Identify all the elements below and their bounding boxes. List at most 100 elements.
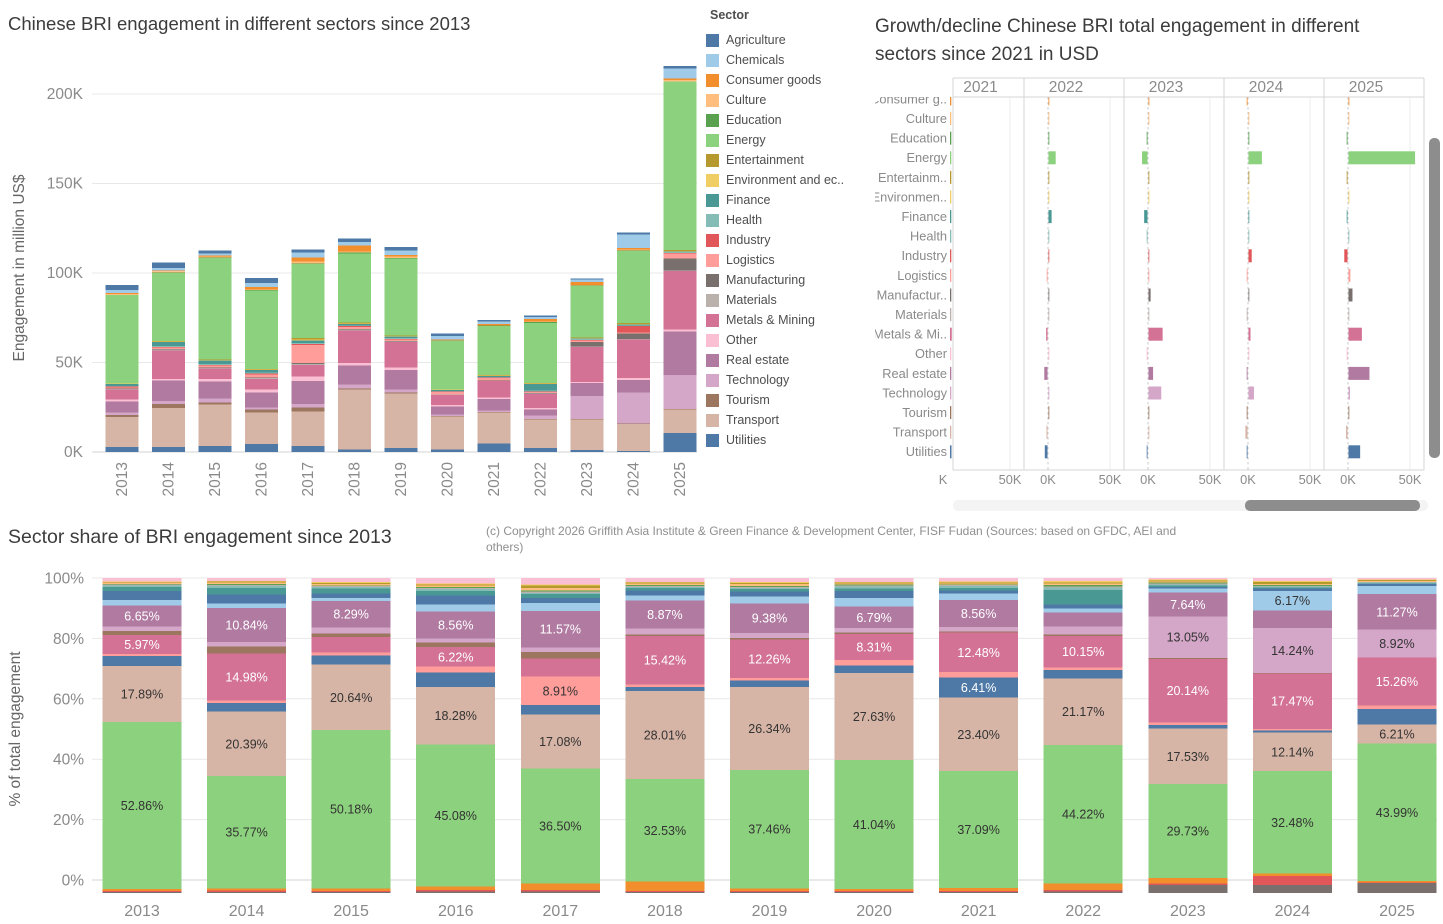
share-bar-segment[interactable]: [416, 642, 496, 648]
bar-segment[interactable]: [291, 249, 325, 253]
share-bar-segment[interactable]: [207, 703, 287, 712]
share-bar-segment[interactable]: [416, 578, 496, 584]
share-bar-segment[interactable]: [416, 611, 496, 639]
share-bar-segment[interactable]: [102, 581, 182, 583]
bar-segment[interactable]: [431, 340, 464, 390]
share-bar-segment[interactable]: [207, 583, 287, 585]
share-bar-segment[interactable]: [939, 578, 1019, 582]
bar-segment[interactable]: [570, 337, 604, 338]
bar-segment[interactable]: [338, 238, 371, 243]
bar-segment[interactable]: [477, 376, 511, 378]
share-bar-segment[interactable]: [834, 585, 914, 587]
growth-bar[interactable]: [1048, 131, 1050, 145]
bar-segment[interactable]: [570, 285, 604, 338]
bar-segment[interactable]: [524, 391, 557, 393]
share-bar-segment[interactable]: [1043, 612, 1123, 627]
growth-bar[interactable]: [1346, 425, 1348, 439]
share-bar-segment[interactable]: [520, 891, 600, 893]
legend-item[interactable]: Manufacturing: [706, 270, 874, 290]
bar-segment[interactable]: [338, 323, 371, 325]
growth-bar[interactable]: [1246, 268, 1248, 282]
share-bar-segment[interactable]: [730, 680, 809, 687]
bar-segment[interactable]: [152, 349, 185, 351]
bar-segment[interactable]: [570, 339, 604, 340]
bar-segment[interactable]: [245, 412, 278, 444]
bar-segment[interactable]: [338, 251, 371, 253]
bar-segment[interactable]: [291, 263, 325, 265]
growth-bar[interactable]: [1348, 327, 1362, 341]
growth-bar[interactable]: [1148, 249, 1150, 263]
bar-segment[interactable]: [105, 293, 139, 295]
share-bar-segment[interactable]: [1252, 587, 1332, 589]
share-bar-segment[interactable]: [1252, 728, 1332, 731]
share-bar-segment[interactable]: [1043, 583, 1123, 585]
share-bar-segment[interactable]: [102, 634, 182, 654]
bar-segment[interactable]: [617, 333, 650, 340]
bar-segment[interactable]: [617, 332, 650, 334]
bar-segment[interactable]: [245, 369, 278, 373]
bar-segment[interactable]: [291, 261, 325, 264]
legend-item[interactable]: Metals & Mining: [706, 310, 874, 330]
bar-segment[interactable]: [524, 415, 557, 419]
growth-bar[interactable]: [1348, 366, 1370, 380]
bar-segment[interactable]: [617, 324, 650, 325]
bar-segment[interactable]: [384, 336, 418, 337]
bar-segment[interactable]: [663, 252, 697, 254]
share-bar-segment[interactable]: [1148, 585, 1228, 587]
share-bar-segment[interactable]: [1148, 728, 1228, 785]
bar-segment[interactable]: [524, 409, 557, 416]
growth-bar[interactable]: [1248, 131, 1250, 145]
share-bar-segment[interactable]: [311, 652, 391, 656]
share-bar-segment[interactable]: [1148, 592, 1228, 617]
legend-item[interactable]: Finance: [706, 190, 874, 210]
share-bar-segment[interactable]: [416, 886, 496, 891]
bar-segment[interactable]: [384, 392, 418, 394]
share-bar-segment[interactable]: [834, 590, 914, 599]
share-bar-segment[interactable]: [939, 890, 1019, 893]
bar-segment[interactable]: [431, 395, 464, 405]
bar-segment[interactable]: [570, 382, 604, 383]
share-bar-segment[interactable]: [520, 610, 600, 648]
growth-bar[interactable]: [950, 131, 952, 145]
share-bar-segment[interactable]: [1043, 667, 1123, 670]
growth-bar[interactable]: [1142, 151, 1148, 165]
bar-segment[interactable]: [198, 378, 232, 382]
share-bar-segment[interactable]: [102, 586, 182, 591]
bar-segment[interactable]: [431, 339, 464, 341]
share-bar-segment[interactable]: [1148, 658, 1228, 723]
bar-segment[interactable]: [570, 279, 604, 282]
share-bar-segment[interactable]: [834, 672, 914, 760]
legend-item[interactable]: Real estate: [706, 350, 874, 370]
share-bar-segment[interactable]: [311, 586, 391, 588]
share-bar-segment[interactable]: [207, 700, 287, 704]
share-bar-segment[interactable]: [1357, 881, 1437, 883]
bar-segment[interactable]: [105, 295, 139, 384]
share-bar-segment[interactable]: [1357, 580, 1437, 582]
bar-segment[interactable]: [570, 281, 604, 285]
bar-segment[interactable]: [245, 392, 278, 408]
share-bar-segment[interactable]: [939, 584, 1019, 586]
growth-bar[interactable]: [950, 190, 952, 204]
bar-segment[interactable]: [477, 412, 511, 444]
bar-segment[interactable]: [105, 385, 139, 387]
share-bar-segment[interactable]: [625, 586, 705, 588]
share-bar-segment[interactable]: [416, 604, 496, 612]
bar-segment[interactable]: [477, 410, 511, 413]
bar-segment[interactable]: [384, 342, 418, 368]
bar-segment[interactable]: [245, 368, 278, 370]
bar-segment[interactable]: [338, 326, 371, 328]
growth-bar[interactable]: [1048, 406, 1050, 420]
share-bar-segment[interactable]: [311, 664, 391, 730]
growth-bar[interactable]: [1048, 210, 1052, 224]
share-bar-segment[interactable]: [625, 634, 705, 636]
share-bar-segment[interactable]: [939, 593, 1019, 601]
bar-segment[interactable]: [245, 372, 278, 374]
bar-segment[interactable]: [384, 367, 418, 371]
growth-bar[interactable]: [1346, 131, 1348, 145]
growth-bar[interactable]: [1248, 249, 1252, 263]
bar-segment[interactable]: [617, 250, 650, 252]
share-bar-segment[interactable]: [625, 583, 705, 586]
legend-item[interactable]: Culture: [706, 90, 874, 110]
bar-segment[interactable]: [431, 336, 464, 340]
share-bar-segment[interactable]: [625, 686, 705, 692]
